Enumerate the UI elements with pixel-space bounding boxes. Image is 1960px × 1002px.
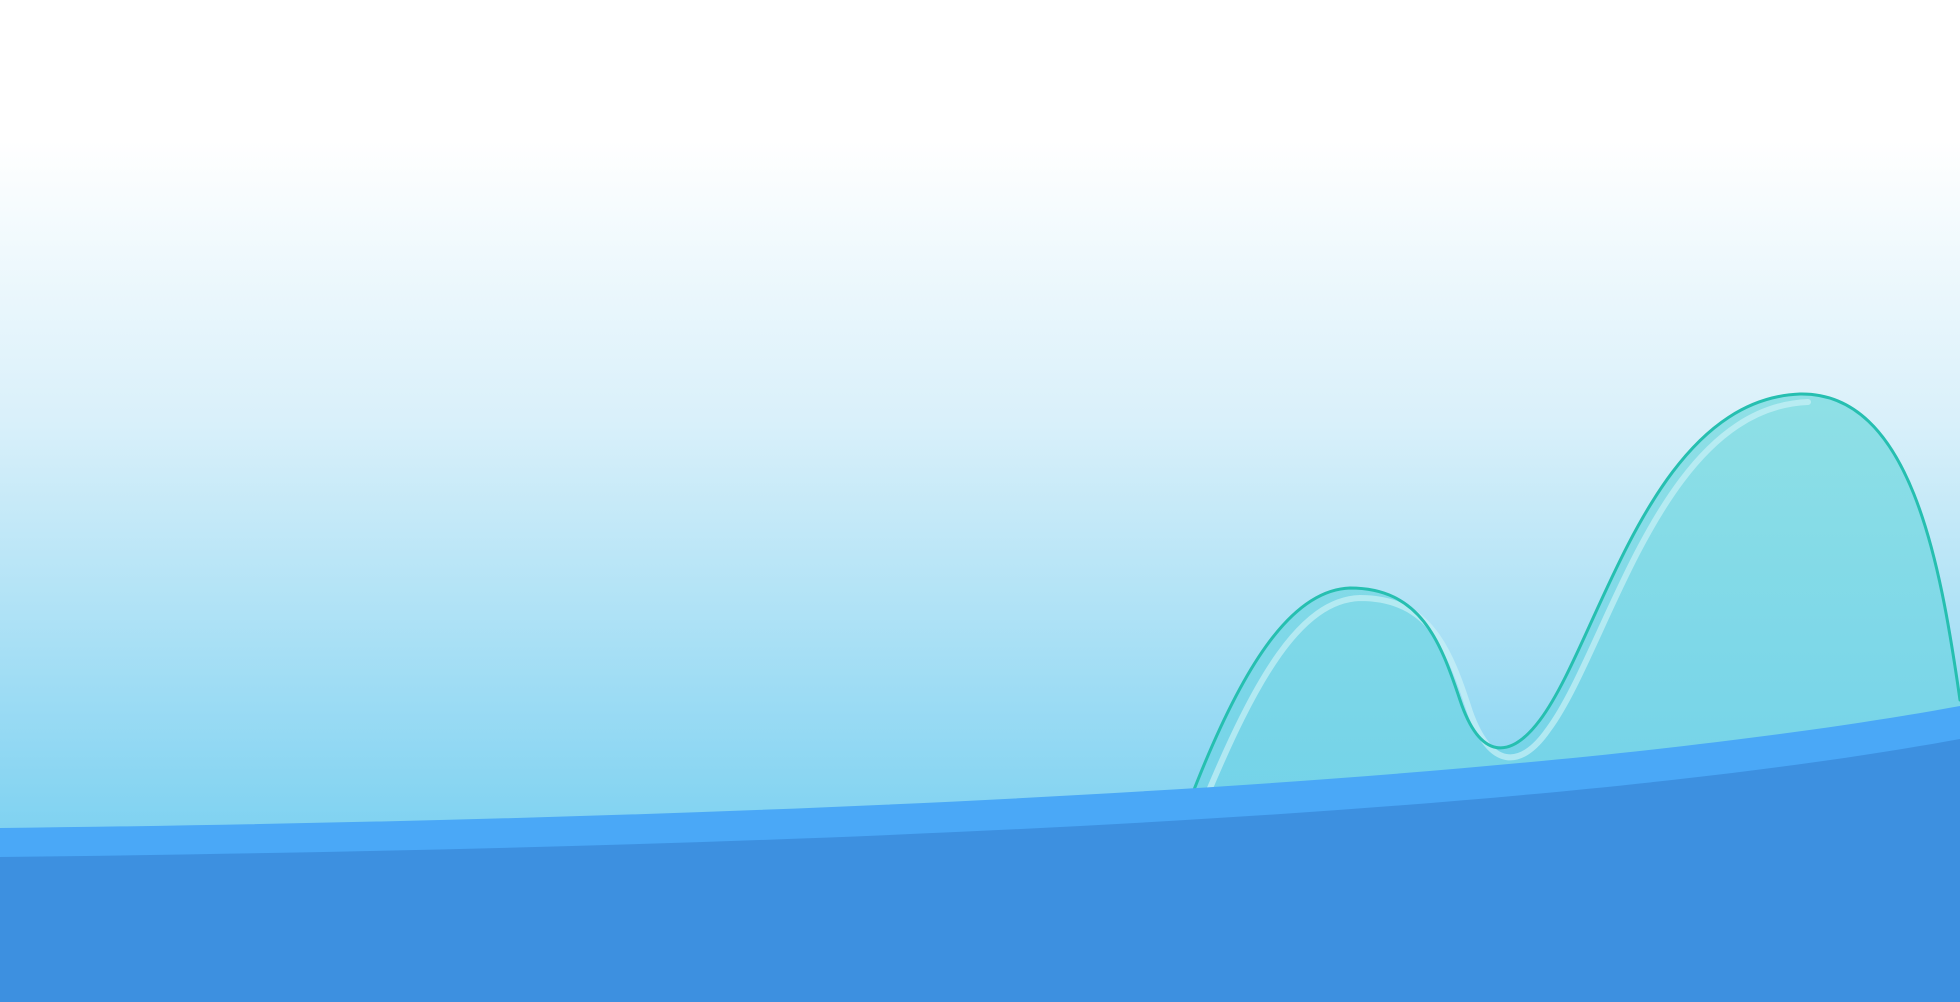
ground-band-dark <box>0 739 1960 1002</box>
hills-outline <box>1188 392 1960 802</box>
ground-band-light <box>0 706 1960 860</box>
hills-fill <box>1190 393 1960 820</box>
hills-highlight <box>1202 399 1811 803</box>
